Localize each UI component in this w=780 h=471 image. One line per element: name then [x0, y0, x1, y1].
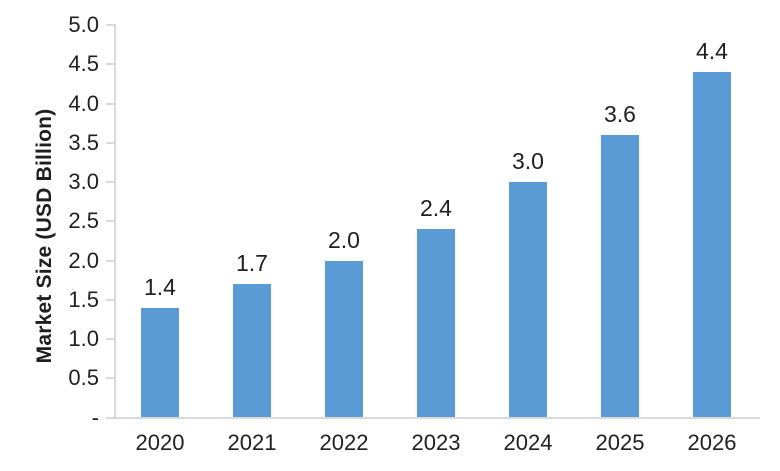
y-tick-label: 0.5 — [68, 365, 99, 391]
y-tick-label: 2.5 — [68, 208, 99, 234]
y-tick-mark — [106, 338, 114, 340]
x-axis-line — [108, 416, 760, 419]
y-tick-mark — [106, 141, 114, 144]
y-tick-label: 4.5 — [68, 51, 99, 77]
bar-value-label: 1.7 — [236, 250, 268, 277]
y-tick-mark — [106, 63, 114, 66]
bar — [417, 229, 455, 418]
bar-value-label: 4.4 — [696, 38, 728, 65]
bar-value-label: 3.6 — [604, 100, 636, 127]
y-tick-mark — [106, 102, 114, 105]
y-tick-label: - — [91, 404, 99, 430]
y-tick-label: 5.0 — [68, 12, 99, 37]
bar-value-label: 1.4 — [144, 273, 176, 300]
bar — [601, 134, 639, 418]
bar-value-label: 3.0 — [512, 148, 544, 174]
y-tick-mark — [106, 259, 114, 262]
y-tick-label: 1.5 — [68, 286, 99, 312]
y-tick-mark — [106, 377, 114, 380]
x-tick-label: 2022 — [319, 430, 369, 455]
y-tick-label: 3.5 — [68, 129, 99, 155]
bar — [141, 307, 179, 418]
bar — [325, 260, 363, 418]
x-tick-label: 2026 — [687, 430, 737, 455]
x-tick-label: 2023 — [411, 430, 461, 455]
y-tick-label: 3.0 — [68, 169, 99, 194]
x-tick-label: 2020 — [135, 430, 185, 455]
bar — [233, 284, 271, 418]
y-tick-mark — [106, 181, 114, 183]
bar — [509, 182, 547, 418]
y-axis-line — [114, 24, 116, 419]
y-tick-mark — [106, 24, 114, 26]
bar-value-label: 2.4 — [420, 195, 452, 222]
y-tick-mark — [106, 220, 114, 223]
bar-value-label: 2.0 — [328, 226, 360, 253]
y-tick-label: 2.0 — [68, 247, 99, 273]
y-tick-label: 1.0 — [68, 326, 99, 351]
y-tick-label: 4.0 — [68, 90, 99, 116]
bar — [693, 72, 731, 418]
x-tick-label: 2021 — [227, 430, 277, 455]
x-tick-label: 2025 — [595, 430, 645, 455]
y-tick-mark — [106, 298, 114, 301]
x-tick-label: 2024 — [503, 430, 553, 455]
